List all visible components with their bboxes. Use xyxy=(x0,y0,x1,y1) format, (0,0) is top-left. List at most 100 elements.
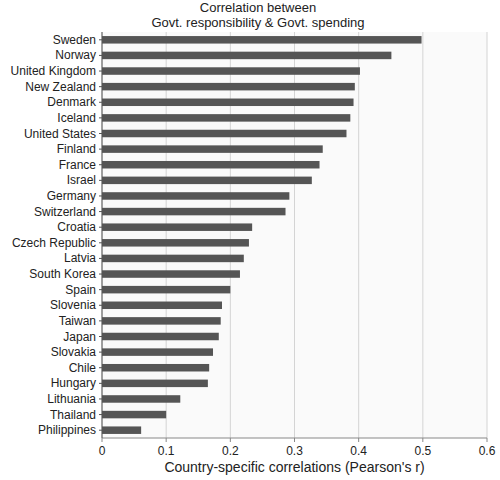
title-line: Correlation between xyxy=(200,0,316,15)
bar xyxy=(102,99,354,107)
grid-line xyxy=(230,32,231,438)
x-axis-line xyxy=(102,438,487,439)
bar xyxy=(102,223,252,231)
bars xyxy=(102,36,422,434)
category-tick xyxy=(99,352,102,353)
category-label: Croatia xyxy=(57,220,96,234)
category-tick xyxy=(99,39,102,40)
bar xyxy=(102,114,350,122)
category-tick xyxy=(99,102,102,103)
tick-mark xyxy=(230,438,231,442)
category-label: Israel xyxy=(67,173,96,187)
category-label: South Korea xyxy=(29,267,96,281)
category-label: United States xyxy=(24,127,96,141)
tick-label: 0.1 xyxy=(158,444,175,458)
category-label: Spain xyxy=(65,283,96,297)
category-label: Denmark xyxy=(47,95,97,109)
category-label: Finland xyxy=(57,142,96,156)
tick-label: 0.3 xyxy=(286,444,303,458)
category-label: Chile xyxy=(69,361,97,375)
x-axis-label: Country-specific correlations (Pearson's… xyxy=(164,459,424,475)
category-tick xyxy=(99,149,102,150)
category-tick xyxy=(99,258,102,259)
tick-mark xyxy=(294,438,295,442)
bar xyxy=(102,36,422,44)
category-tick xyxy=(99,55,102,56)
category-tick xyxy=(99,398,102,399)
category-tick xyxy=(99,430,102,431)
category-label: Taiwan xyxy=(59,314,96,328)
chart-svg: 0 0.1 0.2 0.3 0.4 0.5 0.6 SwedenNorway United Ki… xyxy=(0,0,500,480)
category-label: Slovakia xyxy=(51,345,97,359)
bar xyxy=(102,270,240,278)
tick-mark xyxy=(166,438,167,442)
category-label: Lithuania xyxy=(47,392,96,406)
category-label: New Zealand xyxy=(25,80,96,94)
bar xyxy=(102,348,213,356)
bar xyxy=(102,145,323,153)
bar xyxy=(102,286,230,294)
bar xyxy=(102,83,355,91)
bar xyxy=(102,177,312,185)
category-label: Japan xyxy=(63,330,96,344)
plot-background xyxy=(102,32,487,438)
category-tick xyxy=(99,320,102,321)
bar xyxy=(102,380,208,388)
tick-label: 0.4 xyxy=(350,444,367,458)
bar xyxy=(102,395,180,403)
bar xyxy=(102,302,222,310)
category-label: Thailand xyxy=(50,408,96,422)
y-axis-line xyxy=(102,32,103,438)
bar xyxy=(102,192,289,200)
grid-line xyxy=(166,32,167,438)
bar xyxy=(102,130,346,138)
category-tick xyxy=(99,86,102,87)
category-tick xyxy=(99,289,102,290)
category-tick xyxy=(99,367,102,368)
bar xyxy=(102,426,141,434)
tick-label: 0.6 xyxy=(479,444,496,458)
bar xyxy=(102,333,219,341)
category-label: Philippines xyxy=(38,423,96,437)
category-tick xyxy=(99,164,102,165)
bar xyxy=(102,317,221,325)
title-line: Govt. responsibility & Govt. spending xyxy=(151,15,364,30)
category-tick xyxy=(99,117,102,118)
category-label: Latvia xyxy=(64,251,96,265)
category-label: Iceland xyxy=(57,111,96,125)
category-label: Slovenia xyxy=(50,298,96,312)
category-label: United Kingdom xyxy=(11,64,96,78)
bar xyxy=(102,52,391,60)
category-tick xyxy=(99,383,102,384)
category-tick xyxy=(99,180,102,181)
tick-mark xyxy=(102,438,103,442)
category-tick xyxy=(99,336,102,337)
bar xyxy=(102,239,249,247)
bar xyxy=(102,411,166,419)
category-label: Czech Republic xyxy=(12,236,96,250)
category-label: Hungary xyxy=(51,376,96,390)
bar xyxy=(102,67,360,75)
category-label: Germany xyxy=(47,189,96,203)
category-tick xyxy=(99,242,102,243)
category-tick xyxy=(99,227,102,228)
tick-mark xyxy=(487,438,488,442)
bar xyxy=(102,255,244,263)
category-tick xyxy=(99,211,102,212)
tick-label: 0.2 xyxy=(222,444,239,458)
category-label: Sweden xyxy=(53,33,96,47)
chart-container: 0 0.1 0.2 0.3 0.4 0.5 0.6 SwedenNorway United Ki… xyxy=(0,0,500,480)
bar xyxy=(102,161,320,169)
grid-line xyxy=(102,32,103,438)
category-tick xyxy=(99,71,102,72)
category-label: Norway xyxy=(55,48,96,62)
category-tick xyxy=(99,305,102,306)
tick-mark xyxy=(358,438,359,442)
grid-line xyxy=(358,32,359,438)
tick-mark xyxy=(422,438,423,442)
tick-label: 0 xyxy=(99,444,106,458)
category-tick xyxy=(99,274,102,275)
tick-label: 0.5 xyxy=(414,444,431,458)
grid-line xyxy=(294,32,295,438)
category-label: France xyxy=(59,158,97,172)
